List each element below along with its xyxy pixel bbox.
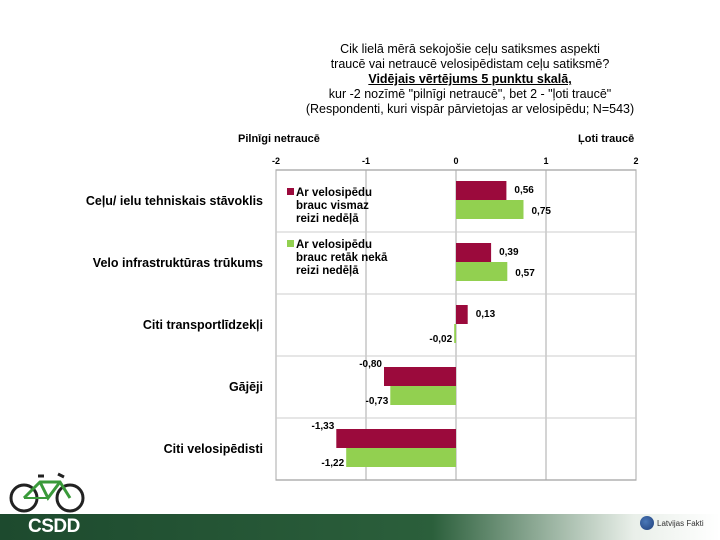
bar [454,324,456,343]
bar [456,243,492,262]
data-label: 0,56 [514,185,534,196]
x-tick-label: 2 [633,156,638,166]
data-label: 0,75 [532,206,552,217]
data-label: 0,39 [499,247,519,258]
bar [346,448,456,467]
data-label: -0,73 [366,396,389,407]
bar [456,305,468,324]
data-label: -1,22 [321,458,344,469]
footer-bar [0,514,720,540]
legend-entry: reizi nedēļā [296,265,359,277]
bar [456,200,524,219]
x-tick-label: 1 [543,156,548,166]
data-label: -1,33 [312,421,335,432]
title-line-1: Cik lielā mērā sekojošie ceļu satiksmes … [340,42,600,56]
legend-entry: Ar velosipēdu [296,187,372,199]
partner-logo: Latvijas Fakti [640,516,704,530]
data-label: 0,57 [515,268,535,279]
category-label: Citi transportlīdzekļi [143,318,263,332]
title-line-5: (Respondenti, kuri vispār pārvietojas ar… [305,102,635,116]
x-tick-label: 0 [453,156,458,166]
bar-chart: -2 -1 0 1 2 Ceļu/ ielu tehniskais stāvoklis 0,… [86,156,639,481]
data-label: -0,02 [429,334,452,345]
category-label: Ceļu/ ielu tehniskais stāvoklis [86,194,263,208]
x-tick-label: -1 [362,156,370,166]
csdd-logo: CSDD [28,516,80,537]
data-label: -0,80 [359,359,382,370]
data-label: 0,13 [476,309,496,320]
legend-swatch [287,188,294,195]
bicycle-icon [9,472,85,513]
bar [390,386,456,405]
legend-entry: brauc retāk nekā [296,252,388,264]
bar [456,181,507,200]
partner-logo-text: Latvijas Fakti [657,518,704,528]
category-label: Citi velosipēdisti [164,442,263,456]
latvijas-fakti-logo-icon [640,516,654,530]
legend-entry: reizi nedēļā [296,213,359,225]
category-label: Gājēji [229,380,263,394]
bar [336,429,456,448]
category-label: Velo infrastruktūras trūkums [93,256,263,270]
legend-swatch [287,240,294,247]
x-tick-label: -2 [272,156,280,166]
title-line-4: kur -2 nozīmē "pilnīgi netraucē", bet 2 … [328,87,612,101]
legend-entry: Ar velosipēdu [296,239,372,251]
bar [384,367,456,386]
scale-left-label: Pilnīgi netraucē [238,133,320,145]
title-line-2: traucē vai netraucē velosipēdistam ceļu … [330,57,610,71]
title-line-3: Vidējais vērtējums 5 punktu skalā, [368,72,572,86]
legend-entry: brauc vismaz [296,200,369,212]
bar [456,262,508,281]
chart-title: Cik lielā mērā sekojošie ceļu satiksmes … [270,42,670,117]
scale-right-label: Ļoti traucē [578,133,635,145]
